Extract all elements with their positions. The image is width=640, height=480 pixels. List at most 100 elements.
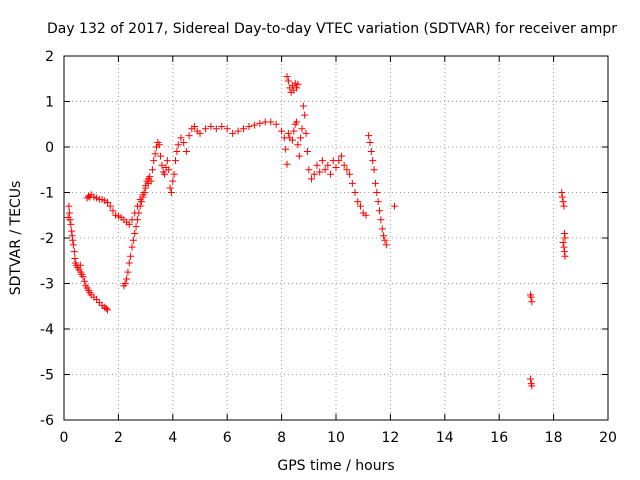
y-tick-label: -5: [40, 368, 54, 384]
x-tick-label: 2: [114, 430, 123, 446]
data-point: [185, 132, 193, 140]
data-point: [229, 129, 237, 137]
data-point: [250, 121, 258, 129]
data-point: [267, 118, 275, 126]
data-point: [155, 141, 163, 149]
plot-frame: [63, 55, 609, 421]
data-point: [139, 193, 147, 201]
data-point: [68, 227, 76, 235]
data-point: [327, 170, 335, 178]
data-point: [71, 254, 79, 262]
data-point: [173, 148, 181, 156]
data-point: [297, 134, 305, 142]
y-tick-label: -6: [40, 413, 54, 429]
data-point: [121, 280, 129, 287]
y-tick-label: 0: [45, 140, 54, 156]
data-point: [561, 252, 569, 260]
x-tick-label: 16: [490, 430, 508, 446]
data-point: [302, 129, 310, 137]
data-point: [337, 152, 345, 160]
data-point: [290, 127, 298, 135]
data-point: [212, 125, 220, 133]
data-point: [526, 375, 534, 383]
data-point: [283, 72, 291, 80]
data-point: [133, 216, 141, 224]
x-tick-labels: 0 2 4 6 8 10 12 14 16 18 20: [60, 430, 617, 446]
data-point: [381, 236, 389, 244]
y-tick-label: -1: [40, 186, 54, 202]
data-point: [140, 189, 148, 196]
data-point: [196, 129, 204, 137]
y-tick-label: -4: [40, 322, 54, 338]
data-point: [305, 166, 313, 174]
data-point: [301, 111, 309, 119]
x-tick-label: 12: [381, 430, 399, 446]
data-point: [316, 168, 324, 176]
data-point: [123, 275, 131, 283]
data-point: [374, 198, 382, 206]
x-tick-label: 8: [277, 430, 286, 446]
data-point: [343, 166, 351, 174]
data-point: [366, 138, 374, 146]
data-point: [299, 102, 307, 110]
data-point: [180, 138, 188, 146]
y-tick-label: 2: [45, 49, 54, 65]
data-point: [165, 166, 173, 174]
data-point: [191, 123, 199, 131]
data-point: [356, 202, 364, 210]
data-point: [128, 243, 136, 251]
data-point: [321, 166, 329, 174]
data-point: [65, 209, 73, 217]
data-point: [365, 132, 373, 140]
data-point: [125, 220, 133, 228]
data-point: [67, 220, 75, 228]
data-point: [223, 125, 231, 133]
data-point: [293, 118, 301, 126]
data-point: [157, 152, 165, 160]
data-point: [310, 170, 318, 178]
data-point: [559, 239, 567, 247]
data-point: [129, 236, 137, 244]
data-point: [272, 120, 280, 128]
data-point: [131, 229, 139, 237]
data-point: [362, 211, 370, 219]
data-point: [161, 170, 169, 178]
data-point: [561, 234, 569, 242]
data-point: [158, 161, 166, 169]
data-point: [351, 189, 359, 196]
data-point: [303, 148, 311, 156]
data-point: [68, 232, 76, 240]
data-point: [288, 136, 296, 144]
data-point: [324, 161, 332, 169]
data-point: [174, 141, 182, 149]
data-point: [377, 216, 385, 224]
data-point: [104, 306, 112, 314]
data-point: [382, 241, 390, 249]
data-point: [558, 189, 566, 196]
data-point: [102, 305, 110, 313]
data-point: [282, 145, 290, 153]
data-point: [170, 170, 178, 178]
data-point: [373, 189, 381, 196]
data-point: [295, 152, 303, 160]
data-point: [127, 252, 135, 260]
data-point: [527, 293, 535, 301]
x-tick-label: 10: [327, 430, 345, 446]
data-point: [142, 182, 150, 190]
data-point: [135, 209, 143, 217]
data-point: [348, 179, 356, 187]
data-point: [354, 198, 362, 206]
data-point: [367, 148, 375, 156]
data-point: [104, 199, 112, 207]
data-point: [378, 225, 386, 233]
data-point: [294, 141, 302, 149]
data-point: [166, 184, 174, 192]
data-point: [390, 202, 398, 210]
data-point: [560, 248, 568, 256]
data-point: [528, 382, 536, 390]
data-point: [70, 241, 78, 249]
data-point: [150, 157, 158, 165]
data-point: [147, 177, 155, 185]
chart-title: Day 132 of 2017, Sidereal Day-to-day VTE…: [47, 21, 617, 37]
y-tick-label: 1: [45, 95, 54, 111]
